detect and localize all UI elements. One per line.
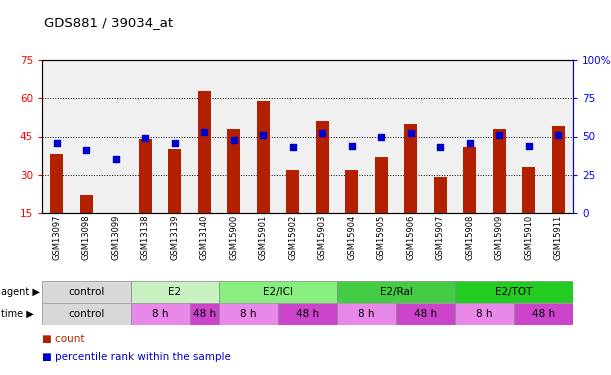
- Point: [376, 134, 386, 140]
- Bar: [189, 303, 219, 325]
- Bar: [278, 303, 337, 325]
- Bar: [79, 195, 93, 213]
- Text: ■ count: ■ count: [42, 334, 84, 344]
- Text: control: control: [68, 287, 104, 297]
- Point: [465, 140, 475, 146]
- Bar: [131, 281, 219, 303]
- Bar: [257, 101, 270, 213]
- Bar: [219, 281, 337, 303]
- Text: 8 h: 8 h: [240, 309, 257, 319]
- Point: [170, 140, 180, 146]
- Point: [229, 136, 239, 142]
- Point: [554, 132, 563, 138]
- Point: [52, 140, 62, 146]
- Bar: [337, 303, 396, 325]
- Text: E2/Ral: E2/Ral: [379, 287, 412, 297]
- Text: 8 h: 8 h: [476, 309, 492, 319]
- Bar: [286, 170, 299, 213]
- Point: [141, 135, 150, 141]
- Bar: [131, 303, 189, 325]
- Bar: [337, 281, 455, 303]
- Text: GDS881 / 39034_at: GDS881 / 39034_at: [44, 16, 173, 29]
- Point: [199, 129, 209, 135]
- Bar: [42, 281, 131, 303]
- Text: 8 h: 8 h: [358, 309, 375, 319]
- Text: control: control: [68, 309, 104, 319]
- Bar: [345, 170, 359, 213]
- Bar: [168, 149, 181, 213]
- Text: time ▶: time ▶: [1, 309, 34, 319]
- Bar: [109, 213, 122, 216]
- Text: E2: E2: [168, 287, 181, 297]
- Bar: [42, 303, 131, 325]
- Bar: [139, 139, 152, 213]
- Bar: [404, 124, 417, 213]
- Text: 48 h: 48 h: [532, 309, 555, 319]
- Point: [494, 132, 504, 138]
- Point: [347, 142, 357, 148]
- Point: [317, 130, 327, 136]
- Bar: [375, 157, 388, 213]
- Text: E2/TOT: E2/TOT: [496, 287, 533, 297]
- Bar: [396, 303, 455, 325]
- Point: [81, 147, 91, 153]
- Bar: [463, 147, 477, 213]
- Bar: [316, 121, 329, 213]
- Bar: [434, 177, 447, 213]
- Text: 48 h: 48 h: [192, 309, 216, 319]
- Point: [406, 130, 415, 136]
- Text: 8 h: 8 h: [152, 309, 168, 319]
- Text: 48 h: 48 h: [296, 309, 319, 319]
- Bar: [50, 154, 64, 213]
- Text: agent ▶: agent ▶: [1, 287, 40, 297]
- Bar: [227, 129, 240, 213]
- Point: [288, 144, 298, 150]
- Bar: [522, 167, 535, 213]
- Bar: [455, 303, 514, 325]
- Bar: [197, 91, 211, 213]
- Point: [436, 144, 445, 150]
- Text: E2/ICI: E2/ICI: [263, 287, 293, 297]
- Point: [524, 142, 533, 148]
- Bar: [455, 281, 573, 303]
- Bar: [492, 129, 506, 213]
- Text: 48 h: 48 h: [414, 309, 437, 319]
- Point: [258, 132, 268, 138]
- Bar: [514, 303, 573, 325]
- Bar: [219, 303, 278, 325]
- Text: ■ percentile rank within the sample: ■ percentile rank within the sample: [42, 352, 231, 363]
- Point: [111, 156, 120, 162]
- Bar: [552, 126, 565, 213]
